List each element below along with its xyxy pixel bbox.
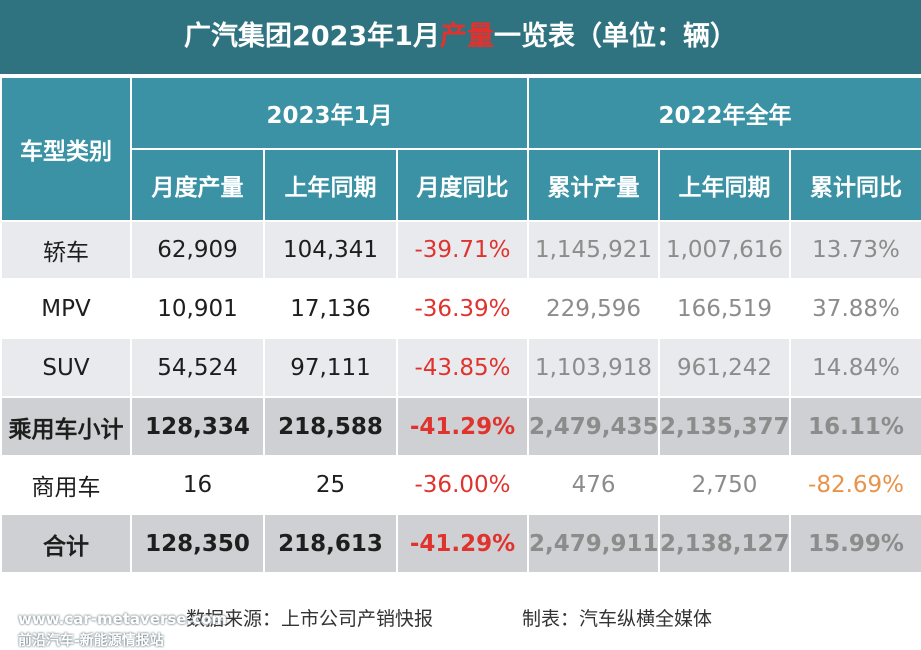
data-source-note: 数据来源：上市公司产销快报 <box>186 608 434 630</box>
cell-prior-year-total: 2,135,377 <box>658 396 792 457</box>
cell-monthly-yoy: -39.71% <box>395 220 530 280</box>
title-part-1: 广汽集团2023年1月 <box>184 21 440 52</box>
cell-prior-year-month: 17,136 <box>263 278 398 339</box>
header-cumulative-yoy: 累计同比 <box>789 148 921 222</box>
header-prior-year-total: 上年同期 <box>658 148 792 222</box>
row-category: MPV <box>0 278 132 339</box>
row-category: 乘用车小计 <box>0 396 132 457</box>
cell-prior-year-month: 97,111 <box>263 337 398 398</box>
cell-monthly-yoy: -43.85% <box>395 337 530 398</box>
cell-monthly-yoy: -41.29% <box>395 396 530 457</box>
cell-monthly-output: 10,901 <box>130 278 265 339</box>
table-title: 广汽集团2023年1月产量一览表（单位：辆） <box>0 0 921 74</box>
table-row: SUV 54,524 97,111 -43.85% 1,103,918 961,… <box>0 337 921 398</box>
cell-prior-year-month: 218,613 <box>263 513 398 574</box>
cell-cumulative-yoy: 13.73% <box>789 220 921 280</box>
cell-monthly-yoy: -36.39% <box>395 278 530 339</box>
table-row: 商用车 16 25 -36.00% 476 2,750 -82.69% <box>0 455 921 515</box>
cell-monthly-output: 128,334 <box>130 396 265 457</box>
made-by-note: 制表：汽车纵横全媒体 <box>522 608 713 630</box>
watermark-url: www.car-metaverse.com <box>18 610 228 628</box>
cell-monthly-yoy: -41.29% <box>395 513 530 574</box>
cell-cumulative-yoy: 15.99% <box>789 513 921 574</box>
cell-monthly-output: 62,909 <box>130 220 265 280</box>
watermark-name: 前沿汽车-新能源情报站 <box>18 633 164 649</box>
table-row: MPV 10,901 17,136 -36.39% 229,596 166,51… <box>0 278 921 339</box>
title-highlight: 产量 <box>439 21 494 52</box>
cell-monthly-output: 54,524 <box>130 337 265 398</box>
cell-cumulative-yoy: 37.88% <box>789 278 921 339</box>
header-monthly-output: 月度产量 <box>130 148 265 222</box>
header-category: 车型类别 <box>0 76 132 222</box>
cell-prior-year-total: 961,242 <box>658 337 792 398</box>
cell-monthly-output: 16 <box>130 455 265 515</box>
header-group-2022: 2022年全年 <box>527 76 921 150</box>
cell-monthly-output: 128,350 <box>130 513 265 574</box>
table-row-subtotal: 乘用车小计 128,334 218,588 -41.29% 2,479,435 … <box>0 396 921 457</box>
header-prior-year-month: 上年同期 <box>263 148 398 222</box>
header-monthly-yoy: 月度同比 <box>395 148 530 222</box>
footer: 数据来源：上市公司产销快报 制表：汽车纵横全媒体 <box>0 598 921 638</box>
cell-cumulative-output: 476 <box>527 455 661 515</box>
cell-prior-year-total: 2,750 <box>658 455 792 515</box>
cell-prior-year-total: 166,519 <box>658 278 792 339</box>
cell-cumulative-yoy: 14.84% <box>789 337 921 398</box>
row-category: 轿车 <box>0 220 132 280</box>
cell-cumulative-yoy: 16.11% <box>789 396 921 457</box>
header-cumulative-output: 累计产量 <box>527 148 661 222</box>
cell-cumulative-output: 229,596 <box>527 278 661 339</box>
cell-cumulative-output: 1,145,921 <box>527 220 661 280</box>
cell-prior-year-total: 2,138,127 <box>658 513 792 574</box>
table-row: 轿车 62,909 104,341 -39.71% 1,145,921 1,00… <box>0 220 921 280</box>
cell-prior-year-month: 218,588 <box>263 396 398 457</box>
cell-cumulative-output: 1,103,918 <box>527 337 661 398</box>
cell-monthly-yoy: -36.00% <box>395 455 530 515</box>
cell-cumulative-yoy: -82.69% <box>789 455 921 515</box>
row-category: 合计 <box>0 513 132 574</box>
row-category: 商用车 <box>0 455 132 515</box>
production-table: 车型类别 2023年1月 2022年全年 月度产量 上年同期 月度同比 累计产量… <box>0 76 921 574</box>
title-part-2: 一览表（单位：辆） <box>493 21 737 52</box>
header-group-2023: 2023年1月 <box>129 76 530 150</box>
cell-prior-year-total: 1,007,616 <box>658 220 792 280</box>
cell-cumulative-output: 2,479,911 <box>527 513 661 574</box>
cell-cumulative-output: 2,479,435 <box>527 396 661 457</box>
table-row-total: 合计 128,350 218,613 -41.29% 2,479,911 2,1… <box>0 513 921 574</box>
cell-prior-year-month: 25 <box>263 455 398 515</box>
cell-prior-year-month: 104,341 <box>263 220 398 280</box>
row-category: SUV <box>0 337 132 398</box>
